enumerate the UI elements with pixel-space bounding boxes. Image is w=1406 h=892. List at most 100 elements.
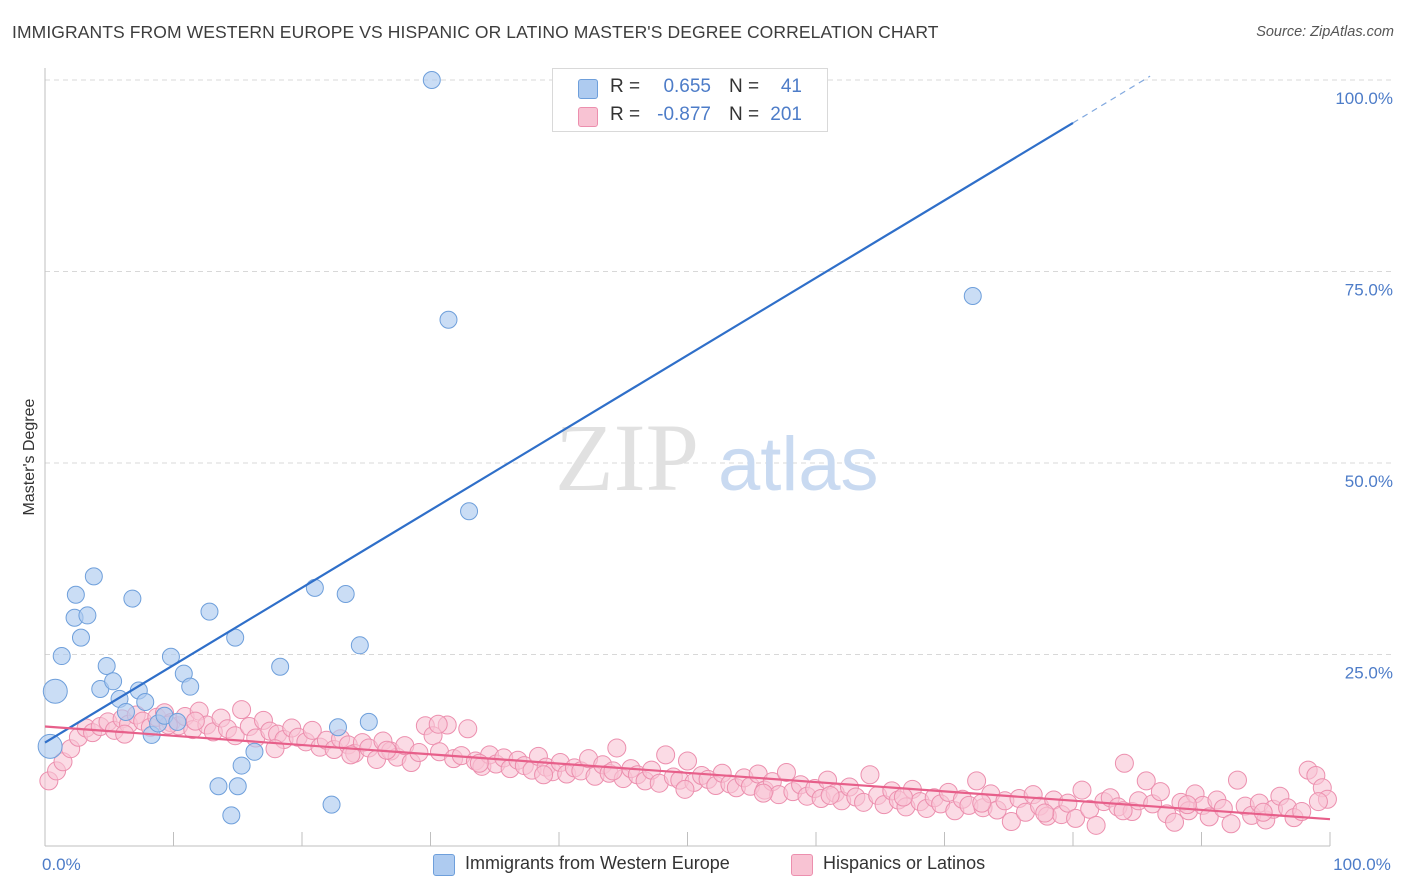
data-point-western-europe: [37, 733, 63, 759]
data-point-hispanic: [603, 761, 623, 781]
watermark: ZIP atlas: [555, 404, 879, 511]
data-point-hispanic: [967, 771, 987, 791]
data-point-western-europe: [71, 628, 90, 647]
data-point-hispanic: [1199, 807, 1219, 827]
data-point-hispanic: [1221, 814, 1241, 834]
legend-r-value: -0.877: [657, 104, 711, 125]
x-tick-label: 0.0%: [42, 855, 81, 874]
legend-n-label: N =: [729, 104, 760, 125]
legend-swatch-pink: [791, 854, 813, 876]
y-axis-label: Master's Degree: [21, 398, 38, 515]
data-point-hispanic: [656, 745, 676, 765]
data-point-hispanic: [534, 765, 554, 785]
data-point-hispanic: [1086, 815, 1106, 835]
data-point-western-europe: [209, 777, 228, 796]
data-point-western-europe: [222, 806, 241, 825]
data-point-western-europe: [78, 606, 97, 625]
data-point-western-europe: [328, 718, 347, 737]
data-point-western-europe: [359, 712, 378, 731]
data-point-hispanic: [185, 711, 205, 731]
legend-r-label: R =: [610, 104, 641, 125]
data-point-hispanic: [341, 745, 361, 765]
data-point-hispanic: [1136, 771, 1156, 791]
watermark-zip: ZIP: [555, 404, 699, 511]
data-point-western-europe: [245, 742, 264, 761]
blue-series: [37, 71, 982, 825]
trendline-hispanic: [44, 725, 1331, 821]
legend-n-label: N =: [729, 76, 760, 97]
data-point-hispanic: [1213, 798, 1233, 818]
data-point-western-europe: [963, 287, 982, 306]
legend-label: Immigrants from Western Europe: [465, 853, 730, 873]
data-point-western-europe: [305, 578, 324, 597]
data-point-western-europe: [232, 756, 251, 775]
x-tick-label: 100.0%: [1333, 855, 1391, 874]
legend-swatch-blue: [578, 79, 598, 99]
y-tick-label: 25.0%: [1345, 664, 1393, 683]
legend-r-label: R =: [610, 76, 641, 97]
data-point-western-europe: [181, 677, 200, 696]
legend-stats: R = 0.655 N = 41 R = -0.877 N = 201: [552, 68, 828, 132]
data-point-western-europe: [84, 567, 103, 586]
axes-layer: [44, 68, 1331, 847]
data-point-hispanic: [302, 720, 322, 740]
data-point-western-europe: [336, 584, 355, 603]
data-point-hispanic: [1253, 802, 1273, 822]
data-point-western-europe: [97, 656, 116, 675]
data-point-hispanic: [1058, 793, 1078, 813]
trendline-western-europe-extension: [1072, 75, 1151, 124]
data-point-western-europe: [228, 777, 247, 796]
data-point-hispanic: [1114, 753, 1134, 773]
data-point-hispanic: [1072, 780, 1092, 800]
data-point-western-europe: [271, 657, 290, 676]
data-point-hispanic: [678, 751, 697, 771]
tick-labels: 100.0% 75.0% 50.0% 25.0% 0.0% 100.0%: [42, 89, 1393, 874]
legend-row-pink: R = -0.877 N = 201: [553, 100, 827, 130]
data-point-western-europe: [168, 712, 187, 731]
data-point-western-europe: [161, 647, 180, 666]
trendline-western-europe: [44, 121, 1074, 744]
legend-row-blue: R = 0.655 N = 41: [553, 72, 827, 102]
data-point-hispanic: [1150, 782, 1170, 802]
data-point-western-europe: [66, 585, 85, 604]
data-point-hispanic: [893, 787, 913, 807]
data-point-western-europe: [104, 672, 123, 691]
data-point-western-europe: [52, 647, 71, 666]
data-point-western-europe: [42, 678, 68, 704]
trend-lines: [44, 75, 1331, 821]
data-point-hispanic: [1227, 770, 1247, 790]
legend-swatch-pink: [578, 107, 598, 127]
data-point-hispanic: [1035, 803, 1055, 823]
y-tick-label: 100.0%: [1335, 89, 1393, 108]
pink-series: [39, 700, 1337, 835]
chart-title: IMMIGRANTS FROM WESTERN EUROPE VS HISPAN…: [12, 22, 939, 42]
chart-source: Source: ZipAtlas.com: [1256, 24, 1394, 40]
data-point-hispanic: [1308, 792, 1328, 812]
data-point-hispanic: [820, 785, 840, 805]
data-point-western-europe: [350, 636, 369, 655]
y-tick-label: 75.0%: [1345, 281, 1393, 300]
data-point-western-europe: [200, 602, 219, 621]
data-point-hispanic: [753, 783, 773, 803]
data-point-hispanic: [115, 724, 135, 744]
legend-label: Hispanics or Latinos: [823, 853, 986, 873]
legend-series: Immigrants from Western Europe Hispanics…: [0, 852, 1406, 880]
data-point-hispanic: [1177, 795, 1197, 815]
y-tick-label: 50.0%: [1345, 472, 1393, 491]
data-point-western-europe: [322, 795, 341, 814]
watermark-atlas: atlas: [718, 422, 879, 507]
data-point-western-europe: [439, 310, 458, 329]
data-point-hispanic: [1001, 811, 1021, 831]
data-point-western-europe: [123, 589, 142, 608]
data-point-hispanic: [1113, 801, 1133, 821]
data-point-hispanic: [776, 762, 796, 782]
grid-layer: [45, 79, 1395, 655]
data-point-western-europe: [422, 71, 441, 89]
legend-n-value: 41: [780, 76, 802, 97]
data-point-hispanic: [428, 714, 448, 734]
data-point-hispanic: [1165, 812, 1185, 832]
legend-r-value: 0.655: [663, 76, 711, 97]
data-point-western-europe: [116, 702, 135, 721]
legend-n-value: 201: [770, 104, 802, 125]
